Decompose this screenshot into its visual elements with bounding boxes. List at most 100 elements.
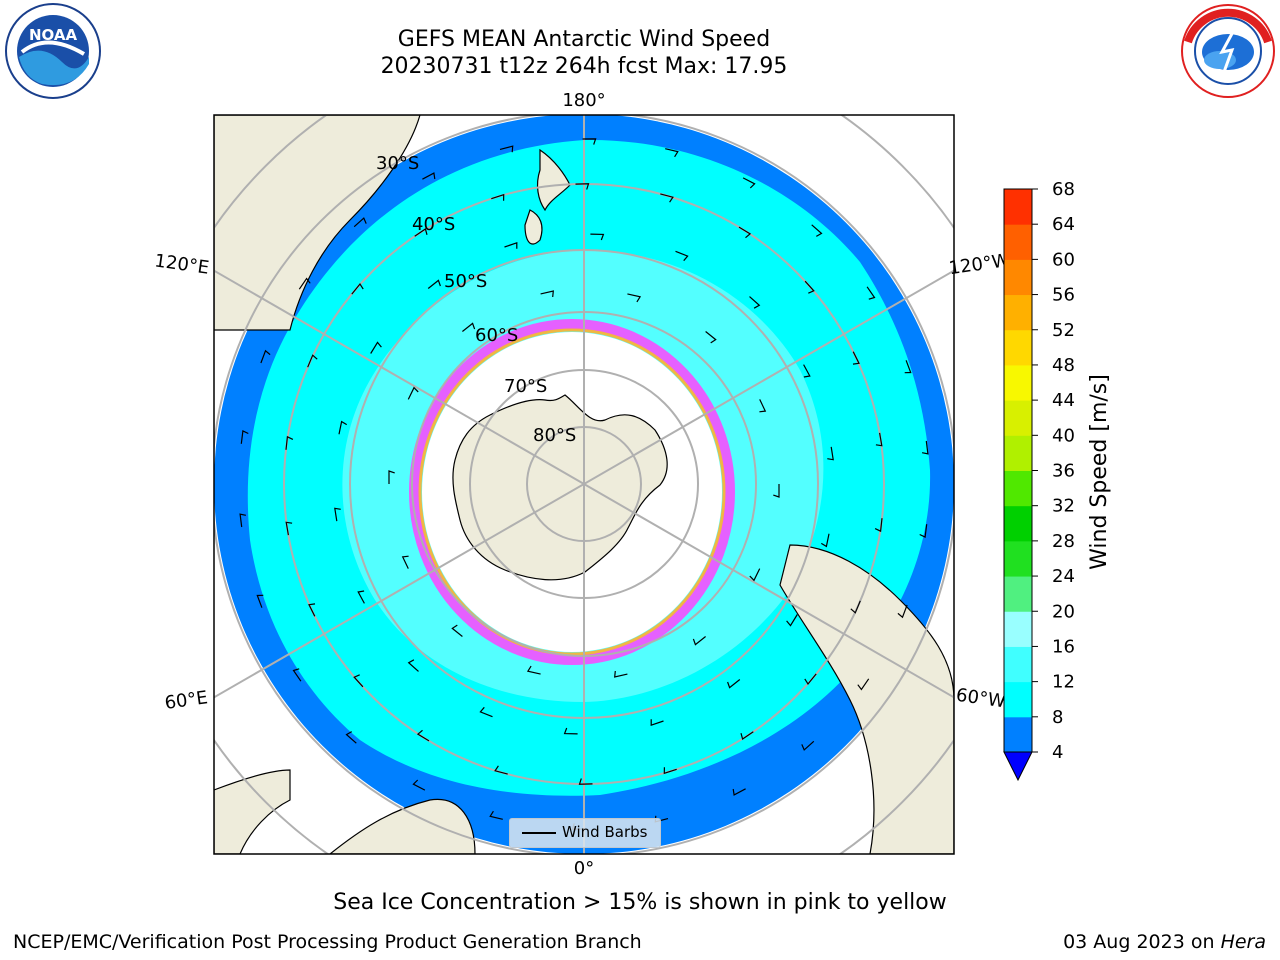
footer-date-text: 03 Aug 2023 on [1063, 931, 1215, 953]
colorbar-segment [1004, 329, 1032, 366]
wind-barb [866, 286, 876, 300]
wind-barb [240, 429, 249, 444]
colorbar-segment [1004, 681, 1032, 718]
wind-barb [416, 729, 430, 742]
wind-barb [919, 524, 928, 539]
wind-barb [874, 518, 883, 533]
wind-barb [705, 331, 717, 344]
lat-label-40s: 40°S [412, 214, 455, 235]
wind-barb [820, 533, 830, 548]
map-frame [213, 114, 955, 855]
wind-barb [875, 432, 883, 447]
colorbar-tick-label: 8 [1052, 707, 1063, 728]
wind-barb [738, 226, 752, 239]
colorbar-extend-arrow [1003, 751, 1033, 782]
lon-label-60e: 60°E [163, 687, 209, 714]
wind-barb [370, 341, 382, 354]
lat-label-50s: 50°S [444, 271, 487, 292]
wind-barb [804, 280, 815, 294]
wind-barb [353, 217, 367, 228]
wind-barb [451, 624, 463, 637]
wind-barb [334, 507, 341, 522]
wind-barb [307, 354, 318, 368]
lon-label-60w: 60°W [955, 685, 1007, 713]
colorbar-segment [1004, 364, 1032, 401]
wind-barb [357, 590, 365, 604]
colorbar-segment [1004, 400, 1032, 436]
colorbar-tick-label: 36 [1052, 461, 1075, 482]
footer-credit: NCEP/EMC/Verification Post Processing Pr… [13, 931, 642, 953]
wind-barb [338, 420, 348, 435]
wind-barb [665, 148, 679, 158]
colorbar-label: Wind Speed [m/s] [1087, 374, 1112, 570]
map-area [214, 115, 954, 854]
colorbar-tick-label: 4 [1052, 742, 1063, 763]
wind-barb [489, 810, 503, 820]
wind-barb [353, 674, 364, 688]
wind-barb [897, 604, 908, 619]
colorbar-tick-label: 24 [1052, 566, 1075, 587]
wind-barb [345, 731, 357, 744]
wind-barb [811, 224, 823, 237]
colorbar-tick-label: 16 [1052, 636, 1075, 657]
wind-barb [563, 727, 578, 735]
wind-barb [742, 177, 756, 189]
wind-barb [479, 706, 493, 718]
wind-barb [740, 731, 754, 740]
wind-barbs-legend: Wind Barbs [509, 818, 661, 848]
colorbar-tick-label: 20 [1052, 601, 1075, 622]
wind-barb [857, 678, 870, 691]
wind-barb [412, 779, 426, 791]
wind-barb [850, 600, 861, 614]
wind-barb [422, 172, 436, 180]
wind-barb [308, 603, 316, 617]
legend-label: Wind Barbs [562, 823, 648, 841]
colorbar-segment [1004, 716, 1032, 753]
wind-barb [582, 138, 597, 145]
colorbar-segment [1004, 611, 1032, 647]
wind-barb [407, 659, 419, 672]
wind-barb [773, 484, 780, 498]
wind-barb [407, 386, 419, 400]
wind-barb [285, 521, 293, 536]
wind-barb [660, 193, 674, 203]
wind-barb [351, 282, 364, 295]
colorbar-tick-label: 60 [1052, 249, 1075, 270]
colorbar-segment [1004, 259, 1032, 296]
footer-date: 03 Aug 2023 on Hera [1063, 931, 1266, 953]
lon-label-0: 0° [574, 858, 594, 879]
colorbar-segment [1004, 646, 1032, 683]
wind-barb [491, 193, 505, 201]
lon-label-180: 180° [562, 90, 605, 111]
wind-barb [692, 636, 706, 646]
wind-barb [904, 360, 912, 374]
wind-barb [494, 765, 508, 775]
wind-barb [759, 399, 767, 413]
colorbar-tick-label: 28 [1052, 531, 1075, 552]
wind-barb [749, 296, 761, 309]
colorbar-tick-label: 40 [1052, 425, 1075, 446]
lon-label-120w: 120°W [947, 250, 1011, 279]
sea-ice-edge [409, 319, 735, 665]
wind-barb [298, 277, 311, 290]
wind-barb [614, 670, 628, 678]
wind-barb [292, 668, 302, 682]
lat-label-60s: 60°S [475, 325, 518, 346]
lat-label-80s: 80°S [533, 425, 576, 446]
colorbar-tick-label: 12 [1052, 672, 1075, 693]
wind-barb [388, 470, 395, 484]
colorbar-segment [1004, 224, 1032, 260]
wind-barb [650, 719, 664, 727]
wind-barb [852, 351, 860, 365]
wind-barb [804, 673, 817, 686]
colorbar-tick-label: 68 [1052, 179, 1075, 200]
colorbar-tick-label: 44 [1052, 390, 1075, 411]
colorbar-segment [1004, 505, 1032, 542]
colorbar-tick-label: 56 [1052, 285, 1075, 306]
wind-barb [663, 767, 677, 775]
footer-host: Hera [1220, 931, 1266, 953]
wind-barb [801, 740, 815, 751]
nws-logo [1178, 2, 1278, 100]
map-subtitle: 20230731 t12z 264h fcst Max: 17.95 [380, 54, 788, 79]
